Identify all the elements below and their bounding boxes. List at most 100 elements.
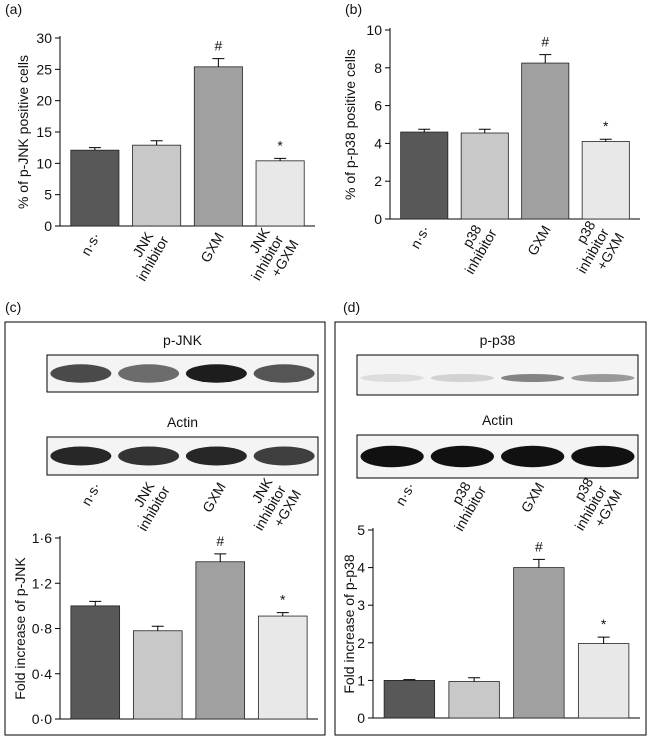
- y-tick-label: 6: [374, 98, 382, 114]
- bar: [70, 149, 120, 227]
- y-tick-label: 8: [374, 60, 382, 76]
- y-axis-label: Fold increase of p-p38: [341, 554, 357, 694]
- y-tick-label: 2: [357, 635, 365, 651]
- significance-mark: #: [214, 38, 222, 54]
- significance-mark: *: [280, 592, 286, 608]
- x-tick-label: JNK inhibitor: [120, 225, 172, 283]
- panel-label: (b): [345, 1, 362, 17]
- blot-band: [430, 445, 494, 468]
- error-bar: [151, 625, 164, 631]
- x-tick-label: p38 inhibitor: [448, 218, 500, 276]
- bar: [383, 680, 436, 719]
- x-tick-label: n·s·: [407, 223, 433, 252]
- x-tick-label: p38 inhibitor: [437, 475, 489, 533]
- blot-band: [360, 445, 424, 468]
- error-bar: [212, 58, 225, 67]
- y-tick-label: 10: [366, 22, 382, 38]
- y-axis-label: Fold increase of p-JNK: [12, 557, 28, 700]
- blot-band: [50, 364, 112, 383]
- y-tick-label: 3: [357, 597, 365, 613]
- bar: [460, 132, 509, 220]
- error-bar: [532, 558, 545, 568]
- bar: [521, 62, 570, 220]
- blot-label: Actin: [482, 412, 513, 428]
- error-bar: [539, 54, 552, 64]
- x-tick-label: GXM: [197, 230, 227, 266]
- y-tick-label: 4: [374, 135, 382, 151]
- y-tick-label: 2: [374, 173, 382, 189]
- y-axis-label: % of p-JNK positive cells: [15, 55, 31, 209]
- error-bar: [478, 128, 491, 134]
- blot-band: [50, 446, 112, 466]
- blot-band: [360, 374, 424, 382]
- bar: [448, 681, 500, 719]
- blot-band: [501, 374, 565, 382]
- y-tick-label: 5: [44, 187, 52, 203]
- panel-frame: [4, 321, 326, 736]
- significance-mark: *: [277, 137, 283, 153]
- bar: [132, 630, 183, 720]
- y-tick-label: 0: [374, 211, 382, 227]
- blot: [356, 354, 639, 396]
- bar: [257, 615, 308, 720]
- error-bar: [597, 636, 610, 644]
- x-tick-label: JNK inhibitor: [121, 475, 173, 533]
- x-tick-label: p38 inhibitor +GXM: [558, 472, 625, 541]
- error-bar: [88, 147, 101, 151]
- bar: [400, 131, 449, 220]
- bar: [70, 605, 121, 720]
- error-bar: [418, 128, 431, 133]
- x-tick-label: GXM: [518, 480, 548, 516]
- bar: [195, 561, 246, 720]
- significance-mark: *: [603, 118, 609, 134]
- blot-band: [501, 445, 565, 468]
- blot-band: [185, 446, 247, 466]
- y-tick-label: 0·4: [32, 666, 52, 682]
- y-tick-label: 1: [357, 672, 365, 688]
- x-tick-label: n·s·: [78, 230, 104, 259]
- y-tick-label: 0: [44, 218, 52, 234]
- y-axis-label: % of p-p38 positive cells: [342, 49, 358, 200]
- error-bar: [468, 677, 481, 682]
- blot-band: [430, 374, 494, 382]
- blot-label: Actin: [167, 414, 198, 430]
- y-tick-label: 30: [36, 30, 52, 46]
- significance-mark: #: [541, 34, 549, 50]
- blot-label: p-p38: [480, 332, 516, 348]
- error-bar: [89, 600, 102, 606]
- x-tick-label: GXM: [199, 480, 229, 516]
- y-tick-label: 25: [36, 61, 52, 77]
- x-tick-label: GXM: [524, 223, 554, 259]
- bar: [513, 567, 565, 719]
- y-tick-label: 0·0: [32, 711, 52, 727]
- bar: [581, 141, 630, 220]
- blot-band: [185, 364, 247, 383]
- y-tick-label: 1·2: [32, 575, 52, 591]
- y-tick-label: 0·8: [32, 621, 52, 637]
- y-tick-label: 15: [36, 124, 52, 140]
- error-bar: [274, 157, 287, 161]
- significance-mark: *: [601, 616, 607, 632]
- error-bar: [276, 612, 289, 617]
- y-tick-label: 5: [357, 522, 365, 538]
- y-tick-label: 1·6: [32, 530, 52, 546]
- error-bar: [150, 140, 163, 146]
- blot-band: [571, 445, 635, 468]
- y-tick-label: 0: [357, 710, 365, 726]
- error-bar: [599, 138, 612, 142]
- x-tick-label: n·s·: [78, 480, 104, 509]
- x-tick-label: JNK inhibitor +GXM: [235, 222, 302, 291]
- significance-mark: #: [535, 538, 543, 554]
- x-tick-label: JNK inhibitor +GXM: [237, 472, 304, 541]
- bar: [255, 160, 305, 227]
- panel-label: (d): [343, 299, 360, 315]
- blot-band: [118, 364, 180, 383]
- blot-band: [253, 446, 315, 466]
- blot-band: [118, 446, 180, 466]
- error-bar: [403, 679, 416, 681]
- y-tick-label: 20: [36, 93, 52, 109]
- blot-label: p-JNK: [163, 332, 203, 348]
- significance-mark: #: [216, 533, 224, 549]
- bar: [193, 66, 243, 227]
